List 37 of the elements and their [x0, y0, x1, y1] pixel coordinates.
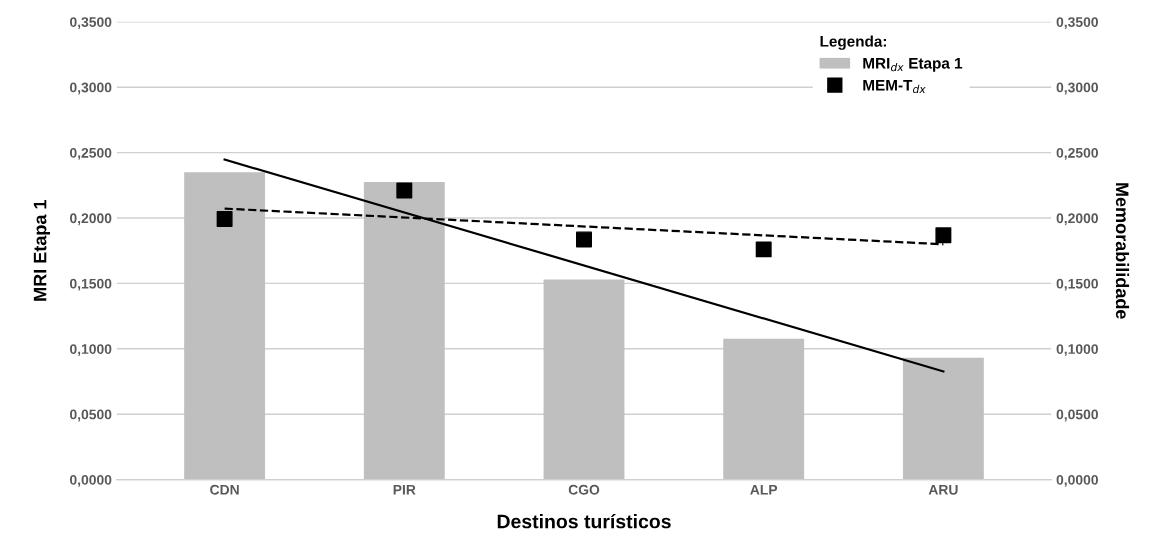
- bar: [543, 279, 625, 480]
- y2-axis-title: Memorabilidade: [1115, 183, 1130, 319]
- bar: [902, 357, 984, 480]
- y2-tick-label: 0,3000: [1056, 82, 1098, 95]
- y-tick-label: 0,3500: [70, 17, 112, 29]
- y-tick-label: 0,0500: [70, 409, 112, 422]
- x-axis-title: Destinos turísticos: [497, 513, 671, 529]
- point: [396, 182, 413, 199]
- point: [755, 241, 772, 258]
- y-tick-label: 0,1000: [70, 344, 112, 356]
- y2-tick-label: 0,2500: [1056, 147, 1098, 160]
- x-tick-label: ALP: [750, 484, 778, 495]
- legend-title: Legenda:: [820, 35, 886, 50]
- x-tick-label: CDN: [210, 484, 239, 495]
- bar: [723, 338, 805, 480]
- y2-tick-label: 0,2000: [1056, 213, 1098, 226]
- point: [576, 231, 592, 248]
- y2-tick-label: 0,0500: [1056, 409, 1098, 422]
- bar: [184, 172, 266, 480]
- y2-tick-label: 0,1000: [1056, 344, 1098, 356]
- x-tick-label: CGO: [568, 484, 600, 495]
- y2-tick-label: 0,3500: [1056, 17, 1098, 29]
- point: [935, 227, 952, 244]
- x-tick-label: ARU: [928, 484, 958, 495]
- y-tick-label: 0,2500: [70, 147, 112, 160]
- bar: [363, 182, 445, 480]
- y2-tick-label: 0,0000: [1056, 474, 1098, 487]
- y-tick-label: 0,1500: [70, 278, 112, 291]
- x-tick-label: PIR: [393, 484, 416, 495]
- y2-tick-label: 0,1500: [1056, 278, 1098, 291]
- y-tick-label: 0,3000: [70, 82, 112, 95]
- y-tick-label: 0,0000: [70, 474, 112, 487]
- legend-label: MRI$_{dx}$ Etapa 1: [863, 58, 963, 72]
- y-axis-title: MRI Etapa 1: [33, 200, 51, 301]
- legend-label: MEM-T$_{dx}$: [863, 79, 926, 94]
- point: [216, 211, 233, 228]
- y-tick-label: 0,2000: [70, 213, 112, 226]
